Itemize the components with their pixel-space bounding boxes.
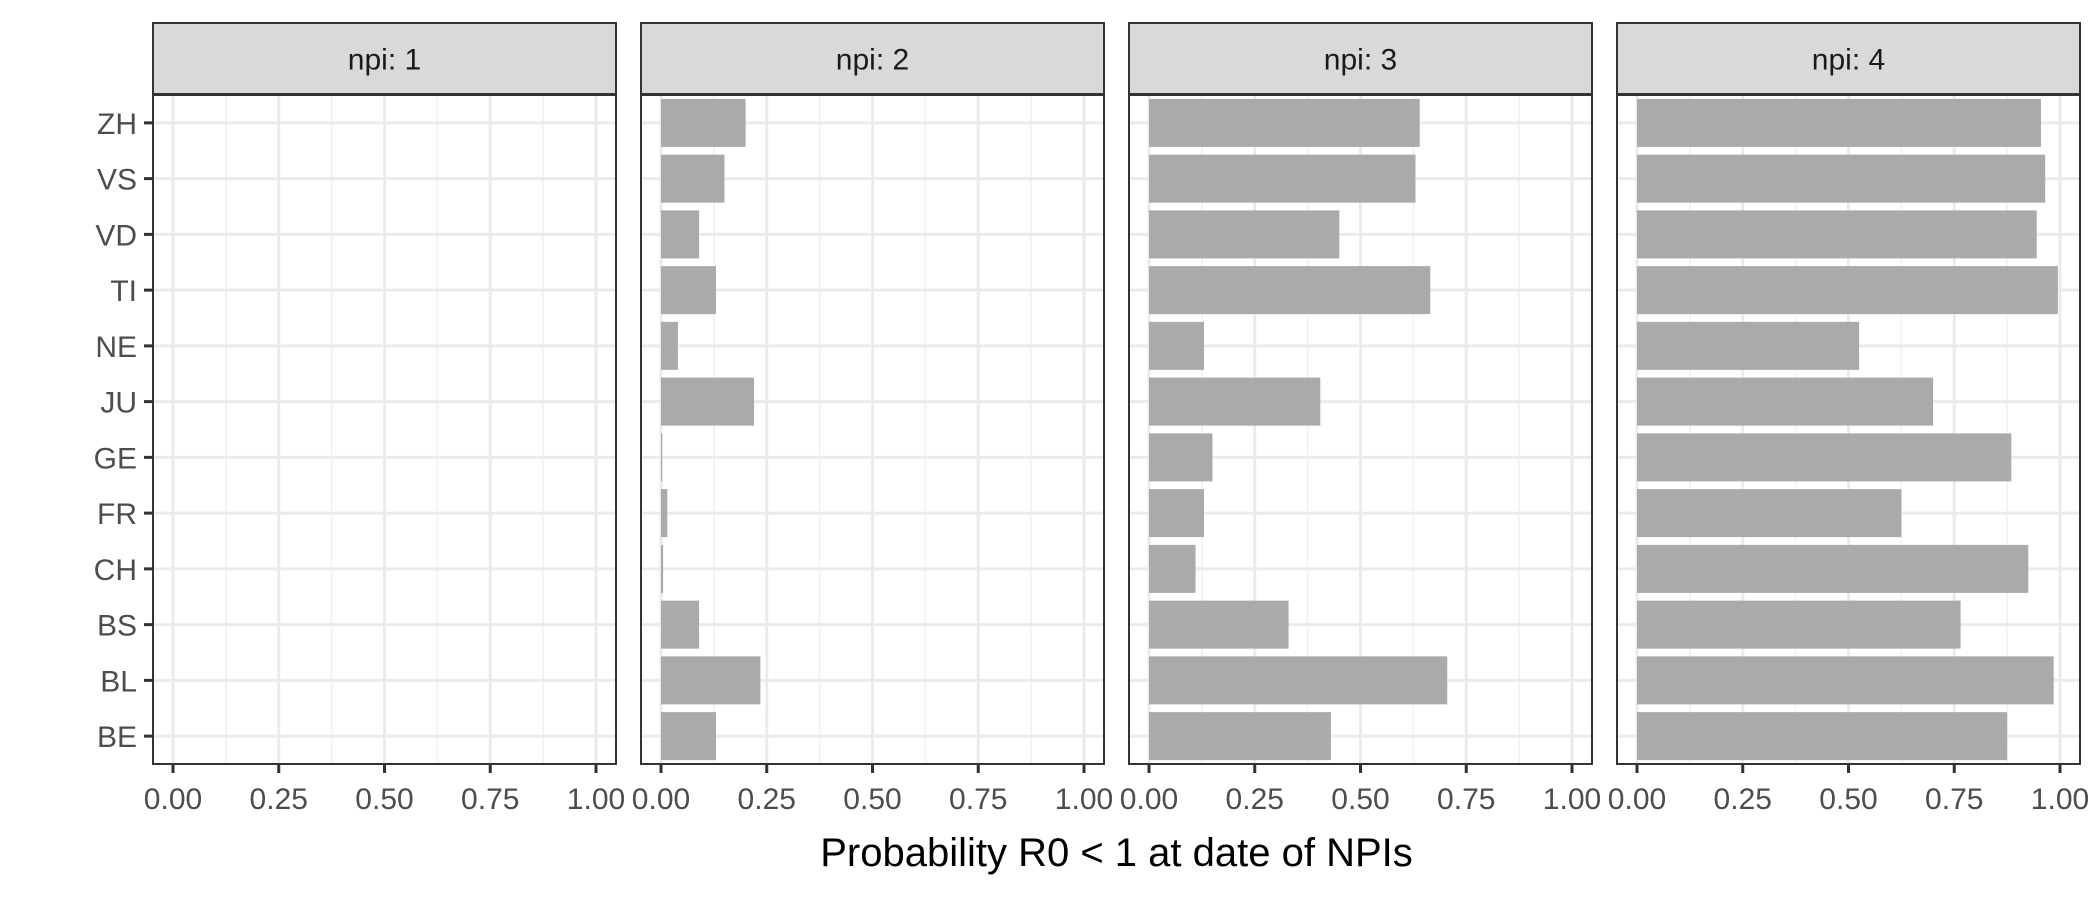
- facet-strip-label: npi: 2: [836, 44, 909, 77]
- bar-BL: [1149, 656, 1448, 705]
- bar-BS: [1637, 600, 1961, 649]
- bar-VS: [1637, 154, 2046, 203]
- x-tick-label: 1.00: [2031, 783, 2089, 816]
- bar-BL: [1637, 656, 2054, 705]
- bar-JU: [1637, 377, 1934, 426]
- bar-VD: [661, 210, 700, 259]
- y-tick-label-ZH: ZH: [97, 108, 137, 141]
- x-tick-label: 0.25: [1226, 783, 1284, 816]
- y-tick-label-VS: VS: [97, 164, 137, 197]
- y-tick-label-BE: BE: [97, 721, 137, 754]
- bar-BS: [1149, 600, 1289, 649]
- bar-GE: [661, 433, 663, 482]
- bar-GE: [1149, 433, 1213, 482]
- bar-CH: [661, 544, 664, 593]
- facet-strip-label: npi: 3: [1324, 44, 1397, 77]
- x-tick-label: 0.25: [250, 783, 308, 816]
- bar-BS: [661, 600, 700, 649]
- bar-CH: [1637, 544, 2029, 593]
- x-tick-label: 0.00: [1120, 783, 1178, 816]
- bar-TI: [661, 266, 716, 315]
- y-tick-label-BS: BS: [97, 610, 137, 643]
- x-tick-label: 0.75: [461, 783, 519, 816]
- facet-panel-npi-2: npi: 2 0.00 0.25 0.50 0.75 1.00: [632, 22, 1113, 816]
- y-tick-label-JU: JU: [100, 387, 137, 420]
- bar-VS: [661, 154, 725, 203]
- bar-ZH: [1149, 98, 1420, 147]
- x-tick-label: 1.00: [1055, 783, 1113, 816]
- y-tick-label-TI: TI: [110, 275, 137, 308]
- facet-strip: [1616, 22, 2081, 95]
- facet-strip: [1128, 22, 1593, 95]
- x-tick-label: 0.25: [738, 783, 796, 816]
- facet-strip-label: npi: 4: [1812, 44, 1885, 77]
- y-tick-label-GE: GE: [94, 442, 137, 475]
- bar-ZH: [1637, 98, 2041, 147]
- y-tick-label-CH: CH: [94, 554, 137, 587]
- x-tick-label: 0.00: [632, 783, 690, 816]
- bar-CH: [1149, 544, 1196, 593]
- bar-VS: [1149, 154, 1416, 203]
- x-tick-label: 1.00: [1543, 783, 1601, 816]
- bar-BE: [661, 712, 716, 761]
- x-tick-label: 0.75: [949, 783, 1007, 816]
- bar-FR: [661, 489, 668, 538]
- y-tick-label-VD: VD: [95, 219, 137, 252]
- bar-NE: [1149, 321, 1204, 370]
- bar-JU: [1149, 377, 1321, 426]
- x-tick-label: 0.75: [1925, 783, 1983, 816]
- bar-NE: [661, 321, 678, 370]
- x-tick-label: 0.50: [355, 783, 413, 816]
- facet-strip-label: npi: 1: [348, 44, 421, 77]
- bar-FR: [1149, 489, 1204, 538]
- bar-TI: [1149, 266, 1431, 315]
- facet-panel-npi-1: npi: 1 0.00 0.25 0.50 0.75 1.00: [144, 22, 625, 816]
- x-tick-label: 0.00: [144, 783, 202, 816]
- bar-VD: [1637, 210, 2037, 259]
- x-tick-label: 0.50: [1331, 783, 1389, 816]
- x-axis-title: Probability R0 < 1 at date of NPIs: [820, 831, 1413, 875]
- facet-panel-npi-4: npi: 4 0.00 0.25 0.50 0.75 1.00: [1608, 22, 2089, 816]
- x-tick-label: 1.00: [567, 783, 625, 816]
- y-axis: ZH VS VD TI NE JU GE FR CH BS BL BE: [94, 108, 153, 754]
- bar-FR: [1637, 489, 1902, 538]
- bar-VD: [1149, 210, 1340, 259]
- bar-JU: [661, 377, 755, 426]
- y-tick-label-NE: NE: [95, 331, 137, 364]
- bar-BE: [1149, 712, 1331, 761]
- x-tick-label: 0.25: [1714, 783, 1772, 816]
- bar-ZH: [661, 98, 746, 147]
- x-tick-label: 0.00: [1608, 783, 1666, 816]
- facet-strip: [640, 22, 1105, 95]
- facet-panel-npi-3: npi: 3 0.00 0.25 0.50 0.75 1.00: [1120, 22, 1601, 816]
- bar-GE: [1637, 433, 2012, 482]
- x-tick-label: 0.50: [843, 783, 901, 816]
- x-tick-label: 0.75: [1437, 783, 1495, 816]
- facet-strip: [152, 22, 617, 95]
- bar-TI: [1637, 266, 2058, 315]
- bar-BE: [1637, 712, 2008, 761]
- bar-NE: [1637, 321, 1860, 370]
- y-tick-label-FR: FR: [97, 498, 137, 531]
- bar-BL: [661, 656, 761, 705]
- x-tick-label: 0.50: [1819, 783, 1877, 816]
- y-tick-label-BL: BL: [100, 665, 137, 698]
